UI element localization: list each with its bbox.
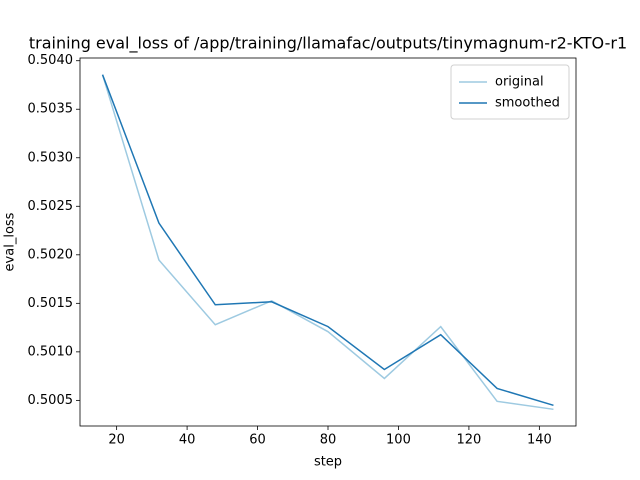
axes-frame: [79, 57, 577, 427]
y-tick-label: 0.5040: [28, 53, 74, 68]
y-tick-label: 0.5030: [28, 150, 74, 165]
legend-label: original: [495, 75, 544, 90]
x-tick-label: 100: [386, 433, 411, 448]
x-tick-label: 80: [320, 433, 337, 448]
x-tick-label: 20: [108, 433, 125, 448]
chart-title: training eval_loss of /app/training/llam…: [29, 34, 627, 54]
x-tick-label: 60: [249, 433, 266, 448]
y-tick-label: 0.5035: [28, 102, 74, 117]
legend-box: [450, 64, 570, 120]
y-tick-label: 0.5020: [28, 247, 74, 262]
y-axis-label: eval_loss: [3, 212, 18, 271]
y-tick-label: 0.5025: [28, 199, 74, 214]
x-tick-label: 40: [179, 433, 196, 448]
y-tick-label: 0.5015: [28, 296, 74, 311]
y-tick-label: 0.5005: [28, 393, 74, 408]
x-tick-label: 140: [527, 433, 552, 448]
y-tick-label: 0.5010: [28, 344, 74, 359]
line-series: [101, 74, 554, 411]
x-axis-label: step: [314, 455, 342, 470]
x-tick-label: 120: [456, 433, 481, 448]
line-series: [101, 74, 554, 407]
legend-label: smoothed: [495, 96, 560, 111]
